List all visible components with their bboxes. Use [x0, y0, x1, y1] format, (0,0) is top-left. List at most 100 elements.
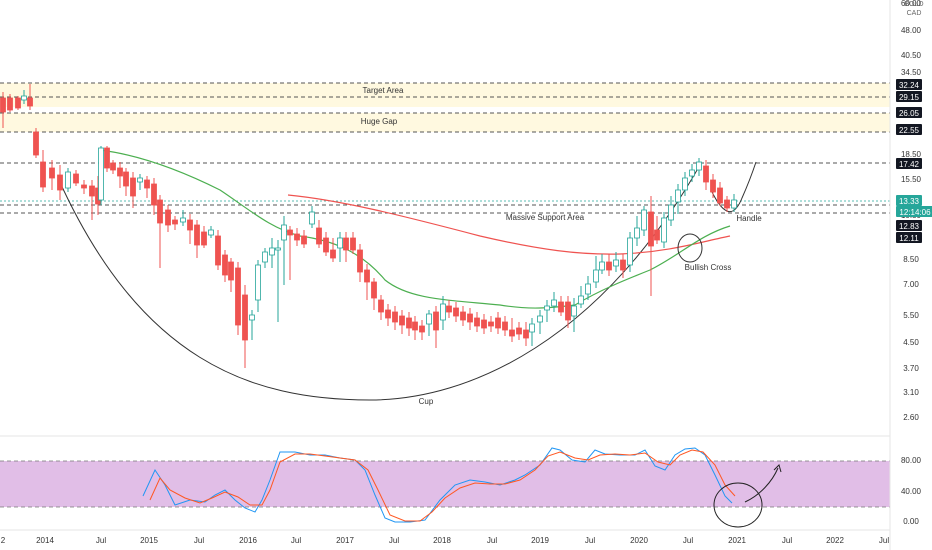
candle-up	[731, 194, 737, 212]
svg-text:29.15: 29.15	[899, 93, 920, 102]
candle-down	[433, 306, 439, 348]
candle-down	[460, 306, 466, 326]
candle-up	[593, 256, 599, 288]
candle-up	[281, 216, 287, 285]
price-tick: 4.50	[903, 338, 919, 347]
fast-moving-average-line	[99, 149, 731, 309]
price-tag: 26.05	[896, 107, 922, 118]
bullish-cross-circle	[677, 233, 703, 263]
time-tick: 2018	[433, 536, 451, 545]
price-tag: 22.55	[896, 124, 922, 135]
time-tick: Jul	[291, 536, 301, 545]
oscillator-tick: 0.00	[903, 517, 919, 526]
price-tag: 12:14:06	[896, 206, 932, 217]
annotation-massive-support: Massive Support Area	[506, 213, 585, 222]
candle-down	[110, 160, 116, 174]
price-tick: 34.50	[901, 68, 922, 77]
candle-down	[301, 230, 307, 248]
price-tag: 32.24	[896, 79, 922, 90]
candle-down	[717, 182, 723, 206]
svg-text:17.42: 17.42	[899, 160, 920, 169]
candle-down	[406, 312, 412, 336]
candle-up	[627, 232, 633, 272]
candle-down	[724, 196, 730, 212]
candle-down	[343, 232, 349, 262]
candle-down	[157, 195, 163, 268]
candle-up	[208, 226, 214, 238]
candle-down	[703, 160, 709, 190]
handle-curve	[711, 161, 757, 212]
candle-down	[371, 278, 377, 310]
price-tick: 3.70	[903, 364, 919, 373]
candle-down	[364, 264, 370, 300]
price-tick: 48.00	[901, 26, 922, 35]
candle-down	[165, 205, 171, 232]
stoch-k-line	[142, 447, 733, 523]
oscillator-band	[0, 461, 890, 507]
oscillator-axis: 80.00 40.00 0.00	[901, 456, 922, 526]
candle-down	[15, 96, 21, 110]
candle-up	[269, 238, 275, 268]
candle-down	[710, 174, 716, 198]
candle-up	[668, 196, 674, 226]
candle-up	[21, 90, 27, 104]
time-tick: 2020	[630, 536, 648, 545]
candle-down	[502, 316, 508, 336]
annotation-huge-gap: Huge Gap	[361, 117, 398, 126]
annotation-handle: Handle	[736, 214, 762, 223]
candle-down	[81, 180, 87, 194]
candle-up	[675, 184, 681, 214]
time-tick: 2014	[36, 536, 54, 545]
candle-up	[634, 216, 640, 246]
candles-group	[0, 84, 737, 368]
price-tag: 12.11	[896, 232, 922, 243]
candle-up	[426, 310, 432, 336]
candle-down	[606, 254, 612, 276]
candle-up	[551, 292, 557, 312]
time-tick: Jul	[389, 536, 399, 545]
candle-down	[481, 314, 487, 334]
time-tick: Jul	[487, 536, 497, 545]
candle-down	[558, 296, 564, 316]
candle-up	[613, 252, 619, 272]
time-tick: 2021	[728, 536, 746, 545]
candle-up	[275, 240, 281, 322]
time-tick: Jul	[782, 536, 792, 545]
candle-down	[49, 160, 55, 190]
price-tick: 7.00	[903, 280, 919, 289]
time-tick: Jul	[879, 536, 889, 545]
candle-up	[661, 212, 667, 248]
candle-down	[0, 92, 6, 128]
time-tick: Jul	[96, 536, 106, 545]
price-tick: 60.00	[901, 0, 922, 8]
candle-down	[399, 310, 405, 334]
candle-down	[357, 244, 363, 282]
candle-down	[385, 304, 391, 326]
candle-down	[294, 228, 300, 246]
candle-down	[392, 306, 398, 330]
svg-text:32.24: 32.24	[899, 81, 920, 90]
huge-gap-band	[0, 113, 890, 132]
candle-down	[323, 232, 329, 256]
candle-up	[65, 168, 71, 192]
candle-up	[255, 260, 261, 312]
candle-up	[309, 206, 315, 228]
price-tick: 18.50	[901, 150, 922, 159]
candle-up	[529, 318, 535, 346]
candle-up	[262, 248, 268, 268]
candle-down	[509, 318, 515, 342]
candle-down	[235, 262, 241, 335]
time-tick: 2	[1, 536, 6, 545]
slow-moving-average-line	[287, 194, 731, 255]
oscillator-tick: 80.00	[901, 456, 922, 465]
price-tag: 17.42	[896, 158, 922, 169]
candle-up	[578, 286, 584, 308]
time-axis: 2 2014 Jul 2015 Jul 2016 Jul 2017 Jul 2018 Jul 2019…	[1, 536, 890, 545]
annotation-cup: Cup	[419, 397, 434, 406]
cup-curve	[57, 164, 701, 401]
currency-label: CAD	[907, 10, 922, 17]
candle-down	[467, 308, 473, 330]
candle-down	[419, 320, 425, 340]
candle-down	[104, 146, 110, 172]
candle-down	[117, 162, 123, 188]
